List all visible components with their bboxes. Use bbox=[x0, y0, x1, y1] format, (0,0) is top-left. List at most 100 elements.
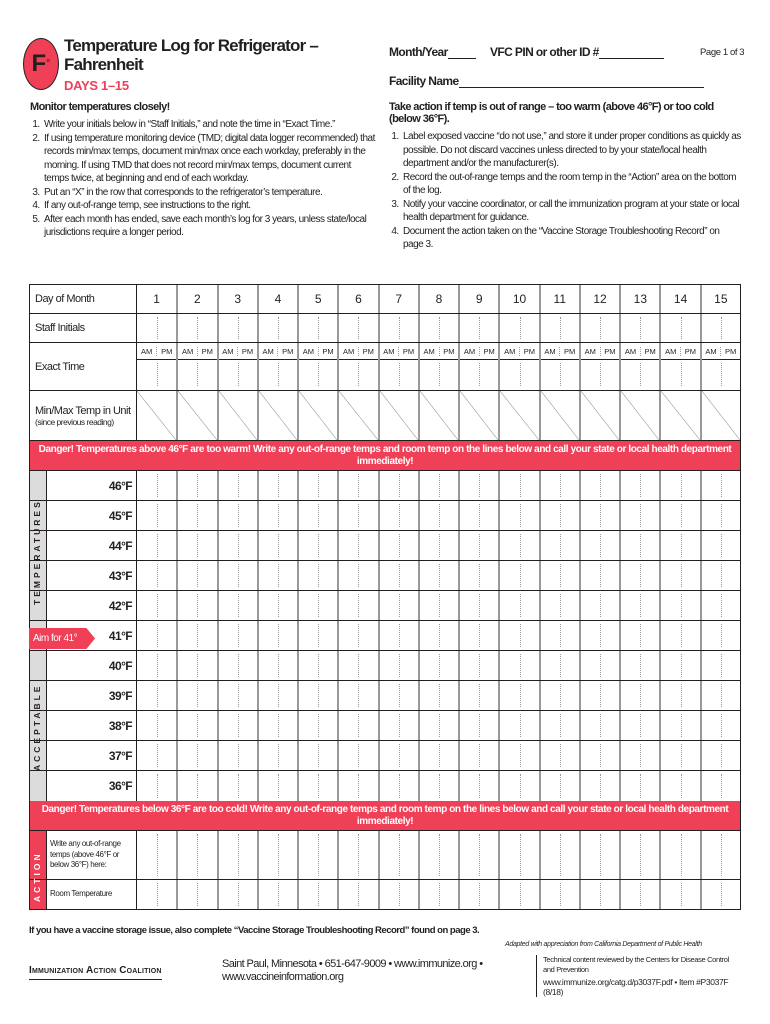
temp-cell[interactable] bbox=[538, 471, 579, 500]
temp-cell[interactable] bbox=[136, 591, 176, 620]
time-entry[interactable] bbox=[219, 360, 257, 389]
exact-time-cell[interactable]: AM PM bbox=[538, 343, 579, 390]
staff-initials-cell[interactable] bbox=[578, 314, 619, 342]
temp-cell[interactable] bbox=[659, 501, 699, 530]
temp-cell[interactable] bbox=[377, 471, 418, 500]
action-write-cell[interactable] bbox=[176, 831, 216, 879]
temp-cell[interactable] bbox=[578, 471, 619, 500]
temp-cell[interactable] bbox=[458, 771, 498, 801]
time-entry[interactable] bbox=[661, 360, 699, 389]
temp-cell[interactable] bbox=[377, 711, 418, 740]
temp-cell[interactable] bbox=[578, 741, 619, 770]
temp-cell[interactable] bbox=[538, 651, 579, 680]
temp-cell[interactable] bbox=[578, 711, 619, 740]
temp-cell[interactable] bbox=[176, 501, 216, 530]
exact-time-cell[interactable]: AM PM bbox=[216, 343, 257, 390]
temp-cell[interactable] bbox=[377, 591, 418, 620]
action-write-cell[interactable] bbox=[136, 831, 176, 879]
time-entry[interactable] bbox=[380, 360, 418, 389]
temp-cell[interactable] bbox=[136, 621, 176, 650]
temp-cell[interactable] bbox=[297, 771, 337, 801]
minmax-cell[interactable] bbox=[297, 391, 338, 440]
room-temp-cell[interactable] bbox=[216, 880, 257, 909]
temp-cell[interactable] bbox=[498, 621, 538, 650]
temp-cell[interactable] bbox=[256, 531, 297, 560]
staff-initials-cell[interactable] bbox=[377, 314, 418, 342]
temp-cell[interactable] bbox=[417, 501, 458, 530]
temp-cell[interactable] bbox=[377, 771, 418, 801]
room-temp-cell[interactable] bbox=[136, 880, 176, 909]
temp-cell[interactable] bbox=[256, 771, 297, 801]
temp-cell[interactable] bbox=[538, 771, 579, 801]
temp-cell[interactable] bbox=[538, 741, 579, 770]
action-write-cell[interactable] bbox=[256, 831, 297, 879]
action-write-cell[interactable] bbox=[458, 831, 498, 879]
temp-cell[interactable] bbox=[498, 561, 538, 590]
temp-cell[interactable] bbox=[578, 681, 619, 710]
temp-cell[interactable] bbox=[578, 591, 619, 620]
temp-cell[interactable] bbox=[578, 501, 619, 530]
temp-cell[interactable] bbox=[297, 591, 337, 620]
staff-initials-cell[interactable] bbox=[659, 314, 699, 342]
temp-cell[interactable] bbox=[176, 741, 216, 770]
temp-cell[interactable] bbox=[337, 681, 377, 710]
temp-cell[interactable] bbox=[498, 531, 538, 560]
room-temp-cell[interactable] bbox=[377, 880, 418, 909]
minmax-cell[interactable] bbox=[337, 391, 378, 440]
exact-time-cell[interactable]: AM PM bbox=[458, 343, 499, 390]
temp-cell[interactable] bbox=[498, 591, 538, 620]
exact-time-cell[interactable]: AM PM bbox=[578, 343, 620, 390]
temp-cell[interactable] bbox=[377, 681, 418, 710]
temp-cell[interactable] bbox=[699, 651, 740, 680]
minmax-cell[interactable] bbox=[216, 391, 257, 440]
action-write-cell[interactable] bbox=[216, 831, 257, 879]
time-entry[interactable] bbox=[581, 360, 619, 389]
action-write-cell[interactable] bbox=[659, 831, 699, 879]
exact-time-cell[interactable]: AM PM bbox=[417, 343, 459, 390]
temp-cell[interactable] bbox=[136, 501, 176, 530]
temp-cell[interactable] bbox=[297, 681, 337, 710]
temp-cell[interactable] bbox=[136, 681, 176, 710]
temp-cell[interactable] bbox=[256, 591, 297, 620]
room-temp-cell[interactable] bbox=[417, 880, 458, 909]
staff-initials-cell[interactable] bbox=[417, 314, 458, 342]
temp-cell[interactable] bbox=[699, 621, 740, 650]
temp-cell[interactable] bbox=[619, 501, 659, 530]
exact-time-cell[interactable]: AM PM bbox=[699, 343, 740, 390]
temp-cell[interactable] bbox=[297, 741, 337, 770]
exact-time-cell[interactable]: AM PM bbox=[337, 343, 378, 390]
temp-cell[interactable] bbox=[297, 531, 337, 560]
temp-cell[interactable] bbox=[256, 621, 297, 650]
staff-initials-cell[interactable] bbox=[619, 314, 659, 342]
temp-cell[interactable] bbox=[578, 771, 619, 801]
temp-cell[interactable] bbox=[699, 531, 740, 560]
temp-cell[interactable] bbox=[337, 591, 377, 620]
temp-cell[interactable] bbox=[417, 771, 458, 801]
temp-cell[interactable] bbox=[176, 651, 216, 680]
temp-cell[interactable] bbox=[578, 561, 619, 590]
temp-cell[interactable] bbox=[417, 711, 458, 740]
time-entry[interactable] bbox=[178, 360, 216, 389]
exact-time-cell[interactable]: AM PM bbox=[297, 343, 338, 390]
temp-cell[interactable] bbox=[417, 471, 458, 500]
temp-cell[interactable] bbox=[337, 531, 377, 560]
month-year-field[interactable]: Month/Year bbox=[389, 45, 476, 59]
temp-cell[interactable] bbox=[136, 771, 176, 801]
temp-cell[interactable] bbox=[619, 771, 659, 801]
temp-cell[interactable] bbox=[538, 681, 579, 710]
vfc-pin-field[interactable]: VFC PIN or other ID # bbox=[490, 45, 664, 59]
temp-cell[interactable] bbox=[297, 621, 337, 650]
action-write-cell[interactable] bbox=[578, 831, 619, 879]
temp-cell[interactable] bbox=[297, 711, 337, 740]
temp-cell[interactable] bbox=[216, 501, 257, 530]
minmax-cell[interactable] bbox=[538, 391, 579, 440]
temp-cell[interactable] bbox=[699, 591, 740, 620]
temp-cell[interactable] bbox=[216, 561, 257, 590]
temp-cell[interactable] bbox=[337, 741, 377, 770]
temp-cell[interactable] bbox=[377, 741, 418, 770]
temp-cell[interactable] bbox=[538, 591, 579, 620]
staff-initials-cell[interactable] bbox=[699, 314, 740, 342]
room-temp-cell[interactable] bbox=[538, 880, 579, 909]
temp-cell[interactable] bbox=[176, 681, 216, 710]
time-entry[interactable] bbox=[460, 360, 498, 389]
